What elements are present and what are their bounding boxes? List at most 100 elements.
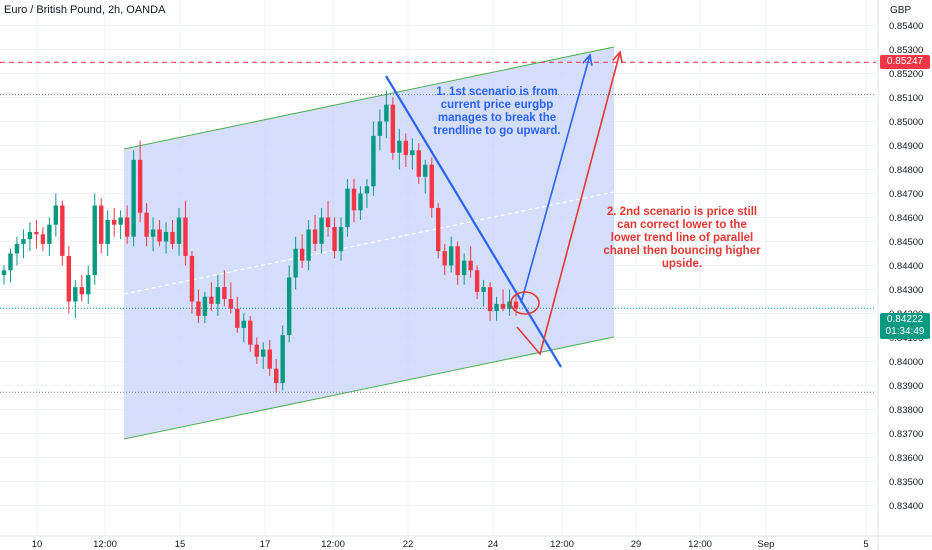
y-tick-label: 0.83400: [889, 501, 923, 512]
scenario-2-arrowhead: [612, 50, 623, 63]
candle-body: [228, 299, 234, 309]
bar-countdown: 01:34:49: [885, 326, 925, 337]
candle-body: [21, 239, 26, 244]
y-tick-label: 0.84900: [889, 141, 923, 152]
candle-body: [111, 219, 117, 225]
candle-body: [254, 344, 259, 357]
candle-body: [14, 243, 20, 254]
price-lines: [0, 61, 876, 393]
x-tick-label: 24: [488, 539, 499, 550]
candle-body: [358, 193, 363, 211]
candle-body: [351, 188, 357, 211]
candle-body: [384, 104, 389, 122]
candle-body: [222, 287, 227, 300]
candle-body: [319, 217, 324, 244]
candle-body: [494, 303, 499, 312]
y-tick-label: 0.83800: [889, 405, 923, 416]
candle-body: [215, 287, 221, 304]
scenario-1-note: 1. 1st scenario is from current price eu…: [433, 86, 561, 137]
scenario-2-arrow: [516, 51, 621, 356]
candle-body: [105, 219, 110, 244]
candle-body: [274, 368, 279, 384]
candle-body: [267, 349, 272, 369]
candle-body: [137, 159, 143, 213]
candle-body: [461, 260, 467, 276]
candle-body: [47, 224, 52, 244]
y-tick-label: 0.83900: [889, 381, 923, 392]
candle-body: [280, 335, 285, 384]
candle-body: [8, 253, 13, 271]
candle-body: [371, 135, 376, 187]
candle-body: [448, 246, 454, 266]
candle-body: [183, 217, 188, 256]
candle-body: [86, 275, 91, 295]
candle-body: [60, 205, 65, 256]
scenario-arrows: [516, 50, 623, 356]
x-tick-label: 15: [175, 539, 186, 550]
candle-body: [332, 227, 337, 252]
y-tick-label: 0.83500: [889, 477, 923, 488]
candle-body: [66, 255, 72, 302]
symbol-title: Euro / British Pound, 2h, OANDA: [4, 4, 166, 16]
candle-body: [481, 287, 486, 292]
candle-body: [325, 217, 331, 228]
candles: [1, 90, 519, 393]
y-tick-label: 0.84700: [889, 189, 923, 200]
y-tick-label: 0.85400: [889, 21, 923, 32]
candle-body: [423, 164, 428, 177]
x-tick-label: 12:00: [550, 539, 574, 550]
candle-body: [157, 229, 162, 242]
candle-body: [345, 188, 350, 228]
channel-upper-line: [123, 46, 615, 150]
candle-body: [131, 159, 136, 237]
candle-body: [410, 150, 415, 156]
candle-body: [474, 270, 480, 292]
x-tick-label: 22: [403, 539, 414, 550]
candle-body: [27, 231, 33, 240]
candle-body: [403, 140, 409, 156]
y-tick-label: 0.84800: [889, 165, 923, 176]
candle-body: [455, 246, 460, 276]
x-tick-label: Sep: [758, 539, 775, 550]
candle-body: [73, 287, 78, 302]
y-tick-label: 0.84600: [889, 213, 923, 224]
scenario-2-note: 2. 2nd scenario is price still can corre…: [603, 206, 761, 270]
y-tick-label: 0.84000: [889, 357, 923, 368]
current-price-value: 0.84222: [886, 314, 924, 325]
y-tick-label: 0.84400: [889, 261, 923, 272]
candle-body: [306, 229, 311, 261]
candle-body: [170, 231, 175, 244]
x-tick-label: 5: [863, 539, 868, 550]
candle-body: [40, 234, 46, 244]
scenario-1-arrow: [520, 54, 591, 304]
price-axis[interactable]: 0.85400 0.85300 0.85200 0.85100 0.85000 0.849…: [877, 0, 923, 550]
y-tick-label: 0.85300: [889, 45, 923, 56]
time-axis[interactable]: 10 12:00 15 17 12:00 22 24 12:00 29 12:00 Sep 5: [0, 535, 932, 550]
candle-body: [34, 231, 39, 235]
candle-body: [150, 229, 156, 237]
candle-body: [429, 164, 434, 208]
x-tick-label: 17: [260, 539, 271, 550]
x-tick-label: 29: [631, 539, 642, 550]
y-tick-label: 0.85000: [889, 117, 923, 128]
x-tick-label: 12:00: [688, 539, 712, 550]
candle-body: [442, 251, 447, 266]
candle-body: [390, 104, 396, 153]
currency-label: GBP: [890, 5, 912, 16]
candle-body: [293, 248, 298, 278]
candle-body: [397, 140, 402, 153]
x-tick-label: 12:00: [93, 539, 117, 550]
candle-body: [487, 287, 493, 312]
y-tick-label: 0.85100: [889, 93, 923, 104]
candle-body: [1, 270, 7, 276]
y-tick-label: 0.84500: [889, 237, 923, 248]
candle-body: [286, 277, 292, 336]
breakout-circle: [510, 291, 540, 315]
descending-trendline[interactable]: [385, 75, 562, 368]
current-price-tag: 0.84222 01:34:49: [880, 313, 930, 339]
candle-body: [202, 296, 208, 316]
candle-body: [312, 229, 318, 244]
candle-body: [53, 205, 59, 225]
candle-body: [144, 212, 149, 237]
